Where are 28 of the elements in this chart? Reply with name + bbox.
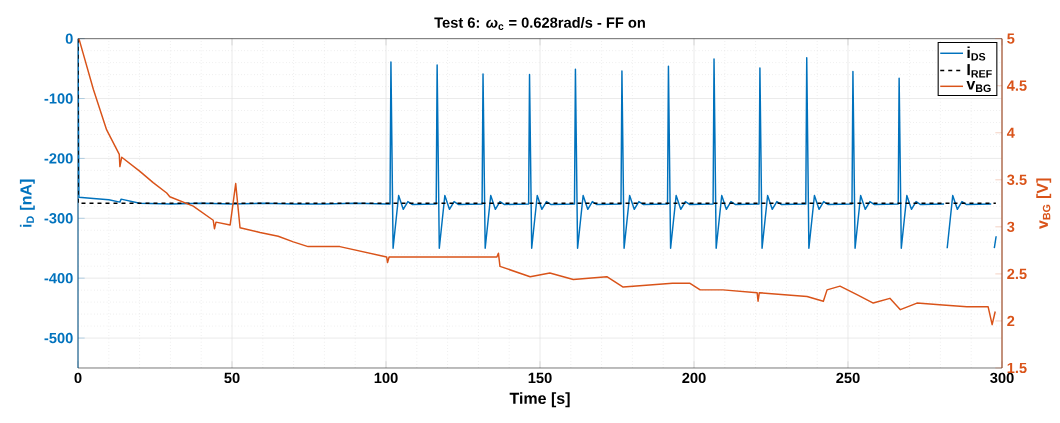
y2-axis-title: v$_{BG}$ [V]: [1036, 178, 1052, 229]
y2-tick-label: 1.5: [1007, 362, 1027, 374]
x-tick-label: 50: [224, 372, 240, 384]
legend-label: i$_{DS}$: [967, 46, 986, 61]
x-tick-label: 300: [990, 372, 1014, 384]
legend-label: I$_{REF}$: [967, 64, 992, 78]
y-tick-label: -200: [44, 153, 73, 164]
y2-tick-label: 3: [1007, 221, 1015, 233]
y-axis-title: i$_{D}$ [nA]: [19, 179, 35, 227]
x-tick-label: 0: [74, 372, 82, 384]
y-tick-label: -100: [44, 93, 73, 104]
y-tick-label: -500: [44, 332, 73, 344]
y2-tick-label: 3.5: [1007, 174, 1027, 185]
x-tick-label: 200: [682, 372, 706, 384]
x-tick-label: 150: [528, 372, 552, 384]
y-tick-label: -300: [44, 213, 73, 224]
y-tick-label: 0: [65, 33, 73, 44]
legend-label: v$_{BG}$: [966, 81, 991, 93]
x-axis-title: Time [s]: [509, 392, 570, 408]
x-tick-label: 250: [836, 372, 860, 384]
y2-tick-label: 4.5: [1006, 80, 1027, 91]
y2-tick-label: 5: [1007, 33, 1015, 44]
y2-tick-label: 2: [1007, 315, 1015, 327]
chart-title: Test 6: ω$_{c}$ = 0.628rad/s - FF on: [434, 17, 645, 30]
y-tick-label: -400: [44, 272, 73, 284]
x-tick-label: 100: [374, 372, 398, 384]
y2-tick-label: 2.5: [1007, 268, 1027, 280]
y2-tick-label: 4: [1006, 127, 1015, 138]
